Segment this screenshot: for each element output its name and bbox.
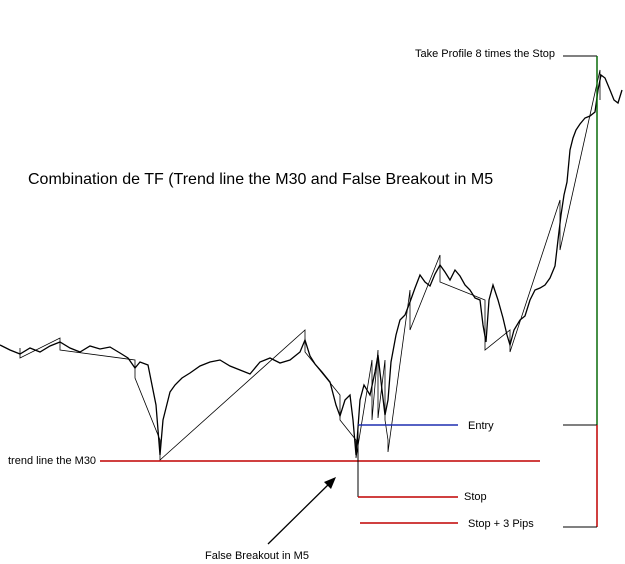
stop-plus-label: Stop + 3 Pips — [468, 518, 534, 530]
false-breakout-label: False Breakout in M5 — [205, 550, 309, 562]
entry-label: Entry — [468, 420, 494, 432]
arrow-head — [324, 477, 336, 489]
trend-line-label: trend line the M30 — [8, 455, 96, 467]
price-chart — [0, 69, 623, 461]
breakout-arrow — [267, 479, 334, 545]
price-line — [0, 73, 623, 456]
stop-label: Stop — [464, 491, 487, 503]
chart-title: Combination de TF (Trend line the M30 an… — [28, 171, 493, 188]
price-wicks — [19, 69, 601, 461]
take-profit-label: Take Profile 8 times the Stop — [415, 48, 555, 60]
